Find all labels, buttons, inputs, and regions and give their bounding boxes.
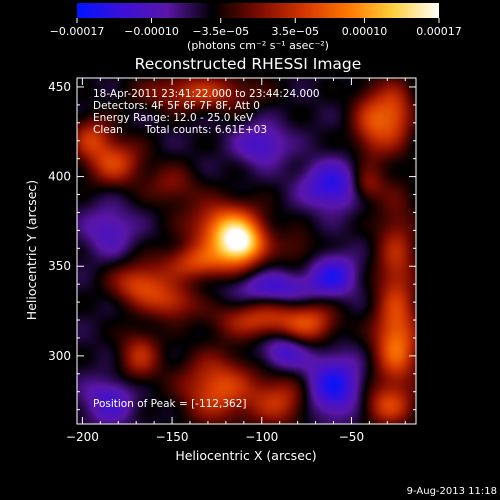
x-axis-label: Heliocentric X (arcsec) — [175, 448, 316, 463]
y-tick-label: 450 — [48, 80, 71, 94]
x-tick-label: −50 — [339, 430, 364, 444]
annotation-detectors: Detectors: 4F 5F 6F 7F 8F, Att 0 — [93, 100, 260, 112]
chart-title: Reconstructed RHESSI Image — [135, 55, 362, 73]
y-tick-label: 300 — [48, 349, 71, 363]
footer-timestamp: 9-Aug-2013 11:18 — [407, 486, 497, 497]
heatmap-image — [77, 78, 416, 424]
plot-area — [76, 77, 417, 425]
y-tick-label: 400 — [48, 170, 71, 184]
colorbar-tick-label: 0.00017 — [416, 25, 462, 38]
plot-frame — [76, 77, 417, 425]
annotation-total-counts: Total counts: 6.61E+03 — [144, 124, 267, 136]
y-tick-label: 350 — [48, 259, 71, 273]
colorbar-tick-label: −0.00017 — [50, 25, 105, 38]
colorbar-tick-label: −3.5e−05 — [192, 25, 249, 38]
colorbar-units: (photons cm⁻² s⁻¹ asec⁻²) — [187, 39, 329, 52]
colorbar-tick-label: −0.00010 — [124, 25, 179, 38]
plot-annotations: 18-Apr-2011 23:41:22.000 to 23:44:24.000… — [93, 88, 320, 410]
colorbar-tick-label: 0.00010 — [342, 25, 388, 38]
colorbar-ticks: −0.00017 −0.00010 −3.5e−05 3.5e−05 0.00010 0.… — [50, 18, 462, 38]
x-tick-label: −200 — [66, 430, 99, 444]
x-tick-label: −150 — [156, 430, 189, 444]
annotation-peak-position: Position of Peak = [-112,362] — [93, 398, 247, 410]
y-axis-label: Heliocentric Y (arcsec) — [24, 180, 39, 320]
axis-ticks — [77, 78, 416, 424]
annotation-method: Clean — [93, 124, 123, 136]
colorbar-gradient — [77, 3, 439, 18]
colorbar-tick-label: 3.5e−05 — [272, 25, 319, 38]
annotation-energy-range: Energy Range: 12.0 - 25.0 keV — [93, 112, 254, 124]
annotation-time-range: 18-Apr-2011 23:41:22.000 to 23:44:24.000 — [93, 88, 320, 100]
x-tick-label: −100 — [245, 430, 278, 444]
colorbar: −0.00017 −0.00010 −3.5e−05 3.5e−05 0.00010 0.… — [50, 3, 462, 52]
